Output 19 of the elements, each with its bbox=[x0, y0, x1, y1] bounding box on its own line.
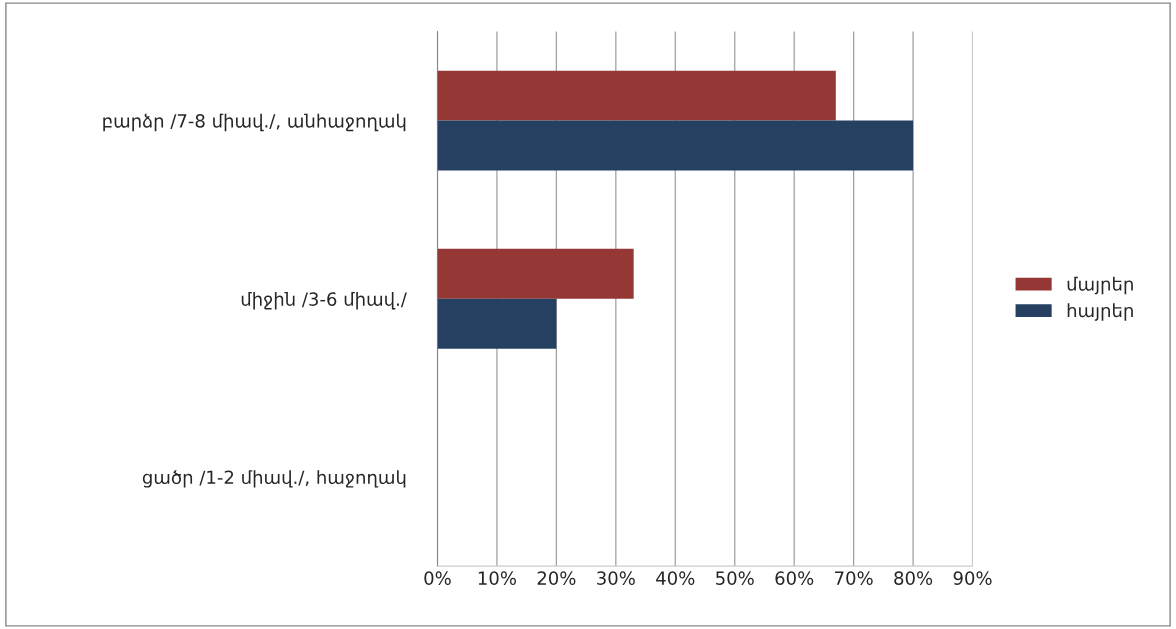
x-tick-label: 10% bbox=[478, 571, 516, 585]
bar bbox=[437, 298, 557, 349]
x-tick-label: 60% bbox=[775, 571, 814, 585]
legend-label: հայրեր bbox=[1067, 303, 1133, 321]
x-tick-label: 80% bbox=[894, 571, 933, 585]
x-tick-label: 50% bbox=[716, 571, 754, 585]
bar bbox=[437, 248, 634, 299]
bar bbox=[437, 120, 914, 171]
legend-label: մայրեր bbox=[1067, 276, 1133, 295]
x-tick-label: 30% bbox=[597, 571, 635, 585]
x-tick-label: 0% bbox=[424, 571, 451, 585]
x-tick-label: 20% bbox=[537, 571, 576, 585]
x-tick-label: 40% bbox=[656, 571, 695, 585]
x-tick-label: 70% bbox=[835, 571, 873, 585]
x-tick-label: 90% bbox=[953, 571, 992, 585]
y-tick-label: միջին /3-6 միավ./ bbox=[241, 291, 407, 310]
y-tick-label: բարձր /7-8 միավ./, անհաջողակ bbox=[103, 113, 406, 132]
y-tick-label: ցածր /1-2 միավ./, հաջողակ bbox=[142, 470, 406, 488]
bar bbox=[437, 70, 836, 121]
